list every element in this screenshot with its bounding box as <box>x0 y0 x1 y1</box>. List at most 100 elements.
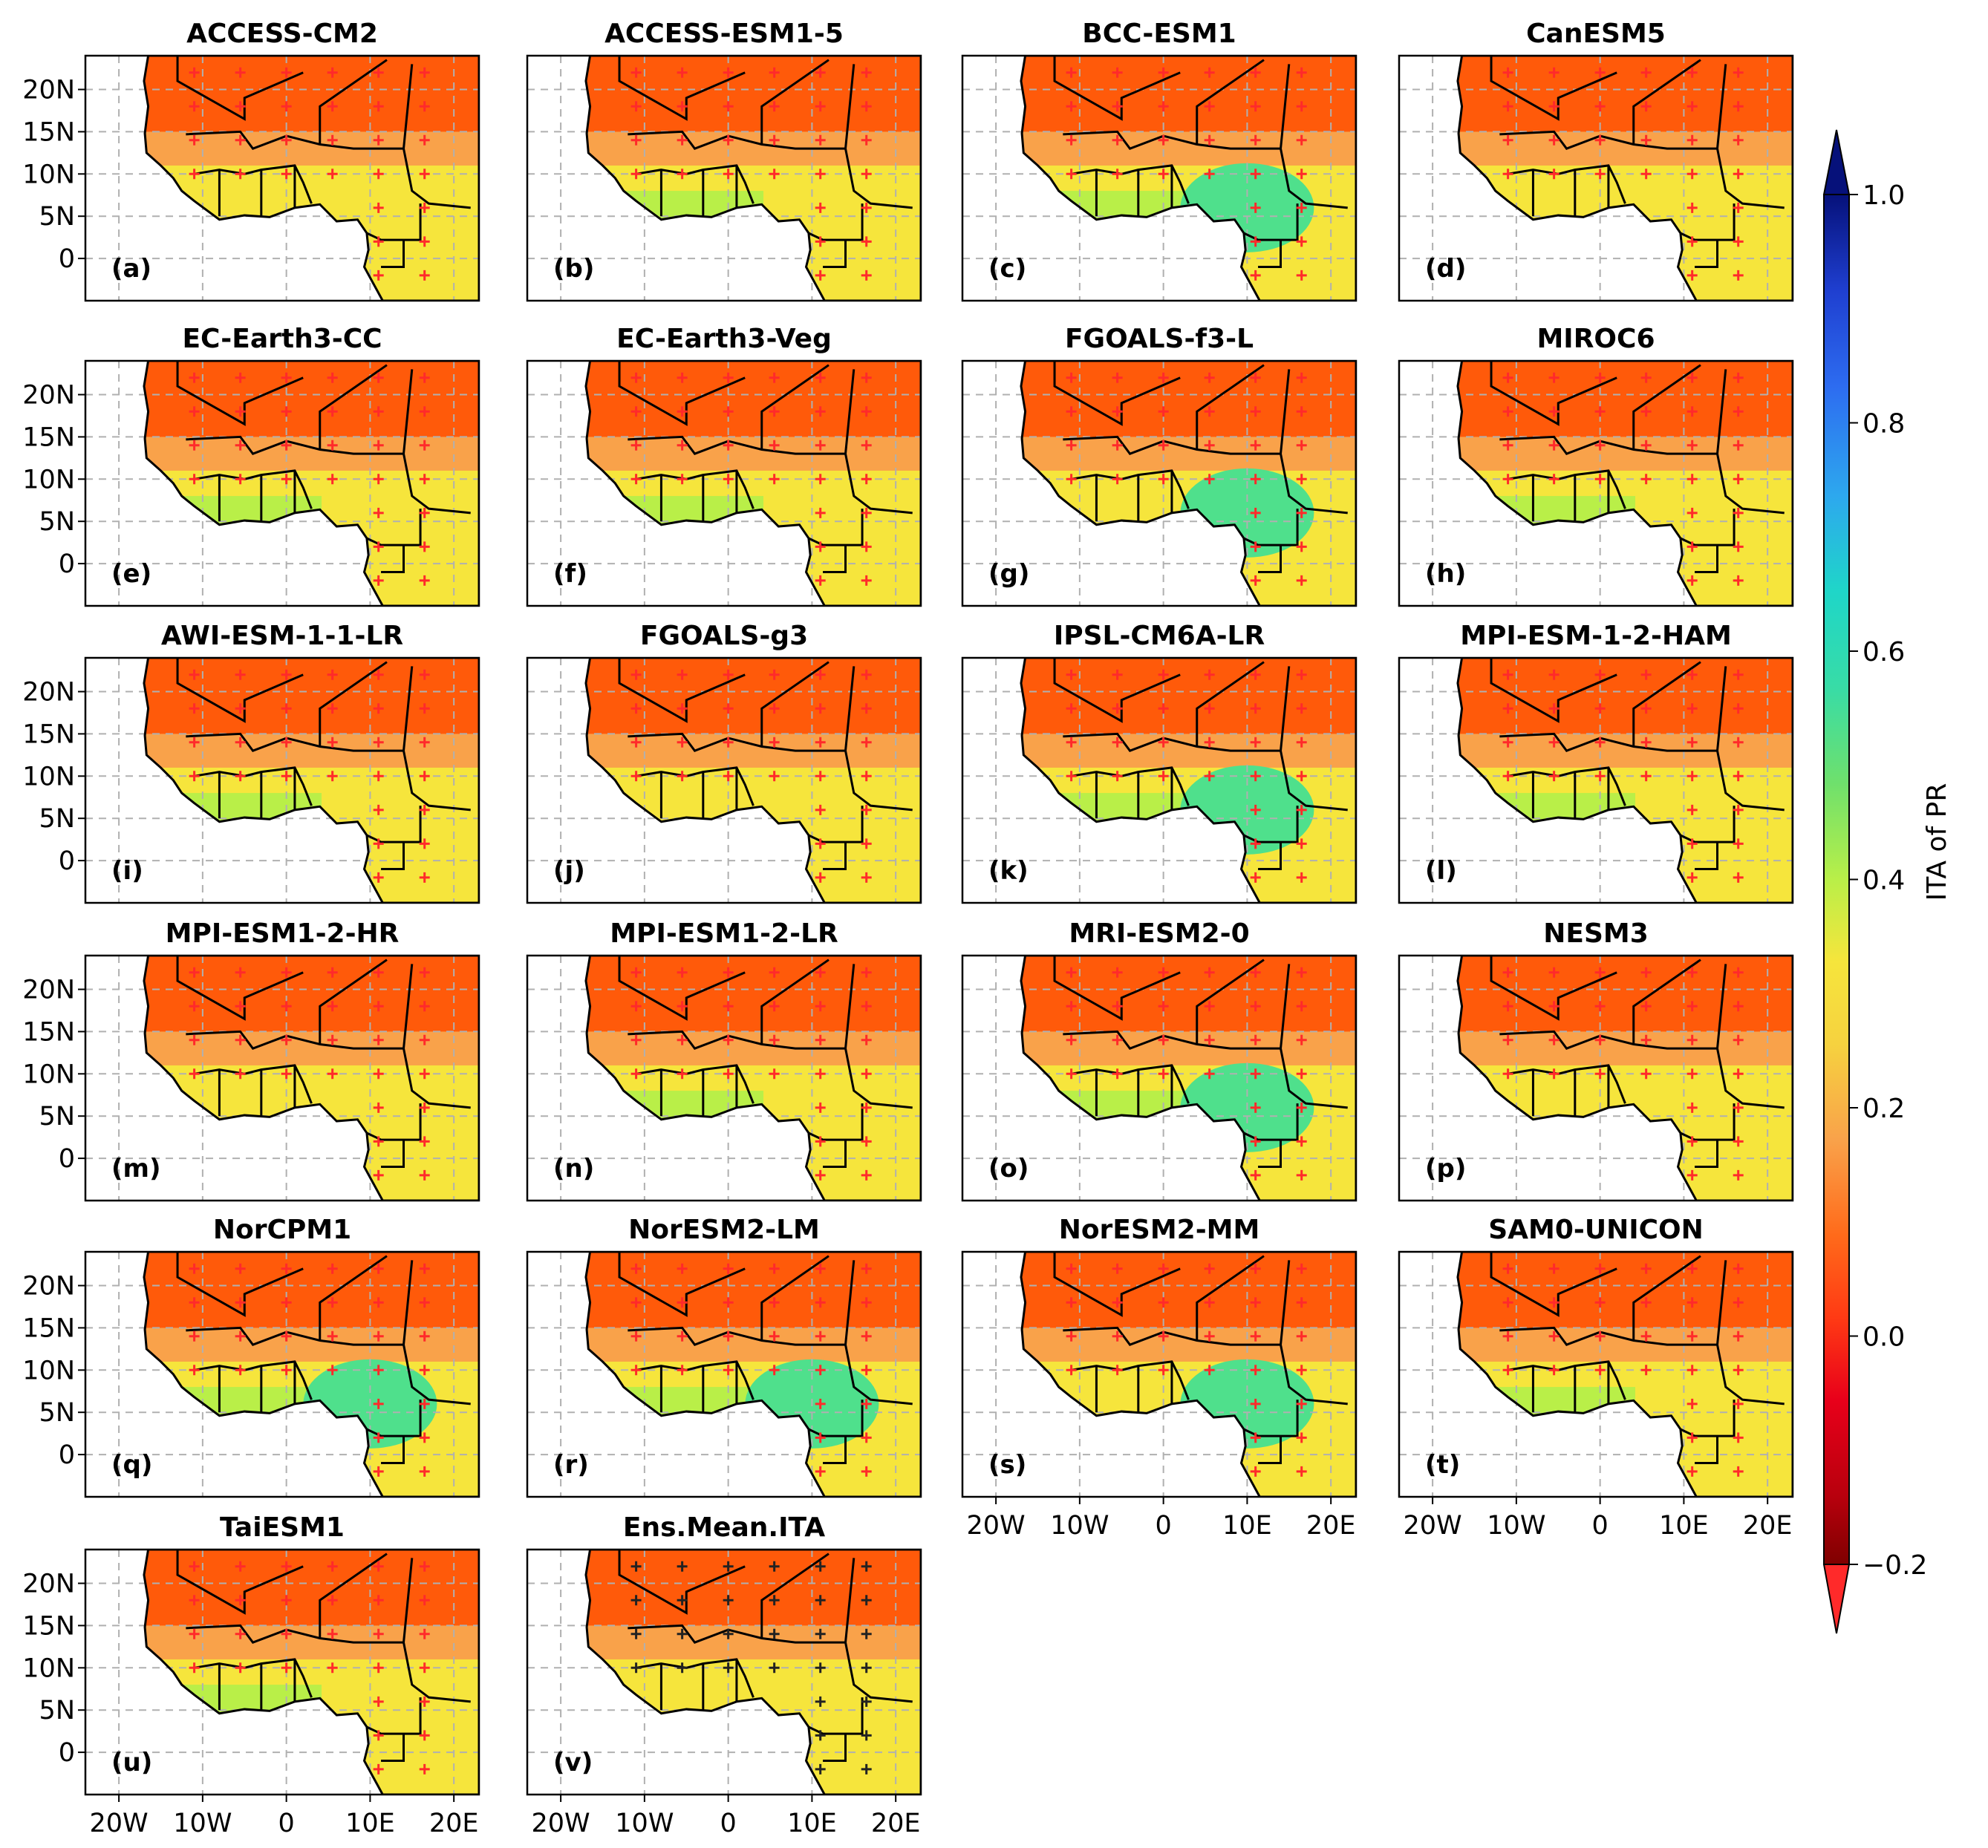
significance-marker <box>1594 1263 1606 1274</box>
significance-marker <box>1640 134 1652 146</box>
significance-marker <box>1640 669 1652 680</box>
panel-label: (k) <box>988 856 1029 886</box>
country-border <box>1053 1252 1181 1317</box>
significance-marker <box>1733 372 1744 383</box>
significance-marker <box>1686 372 1698 383</box>
significance-marker <box>1502 67 1513 78</box>
significance-marker <box>419 67 430 78</box>
significance-marker <box>1066 406 1077 417</box>
significance-marker <box>281 1263 292 1274</box>
significance-marker <box>281 406 292 417</box>
significance-marker <box>861 1331 872 1342</box>
country-border <box>1053 658 1181 723</box>
significance-marker <box>419 872 430 883</box>
lat-tick-label: 5N <box>39 507 75 537</box>
significance-marker <box>1296 270 1307 281</box>
significance-marker <box>677 440 688 451</box>
colorbar-gradient <box>1823 194 1850 1565</box>
country-border <box>1053 361 1181 426</box>
significance-marker <box>281 1561 292 1572</box>
significance-marker <box>769 1263 780 1274</box>
significance-marker <box>815 804 826 815</box>
significance-marker <box>235 1297 246 1308</box>
map-panel: EC-Earth3-CC (e) 20N 15N 10N 5N 0 <box>22 324 480 607</box>
country-border <box>319 59 388 145</box>
country-border <box>618 1252 746 1317</box>
significance-marker <box>1250 1297 1261 1308</box>
panel-title: TaiESM1 <box>220 1512 345 1543</box>
lat-tick-label: 20N <box>22 1272 75 1302</box>
panel-title: FGOALS-g3 <box>640 621 808 651</box>
country-border <box>1632 959 1701 1045</box>
significance-marker <box>1250 372 1261 383</box>
significance-marker <box>861 1034 872 1045</box>
country-border <box>1680 806 1736 843</box>
significance-marker <box>723 1297 734 1308</box>
country-border <box>1280 1344 1348 1405</box>
significance-marker <box>1548 67 1560 78</box>
significance-marker <box>1733 1297 1744 1308</box>
significance-marker <box>281 1001 292 1012</box>
significance-marker <box>327 669 338 680</box>
significance-marker <box>189 669 200 680</box>
significance-marker <box>235 1001 246 1012</box>
significance-marker <box>630 967 642 978</box>
significance-marker <box>815 236 826 247</box>
significance-marker <box>281 967 292 978</box>
country-border <box>176 56 304 121</box>
significance-marker <box>327 737 338 748</box>
significance-marker <box>861 1662 872 1674</box>
country-border <box>844 64 856 149</box>
significance-marker <box>1112 1297 1123 1308</box>
significance-marker <box>1158 669 1169 680</box>
significance-marker <box>1640 967 1652 978</box>
significance-marker <box>1066 134 1077 146</box>
country-border <box>823 1734 847 1762</box>
significance-marker <box>1204 101 1215 112</box>
country-border <box>366 509 422 546</box>
significance-marker <box>1250 703 1261 714</box>
significance-marker <box>1158 1331 1169 1342</box>
map-panel: MPI-ESM1-2-HR (m) 20N 15N 10N 5N 0 <box>22 918 480 1202</box>
significance-marker <box>1686 737 1698 748</box>
map-panel: AWI-ESM-1-1-LR (i) 20N 15N 10N 5N 0 <box>22 621 480 904</box>
country-border <box>844 1260 856 1345</box>
significance-marker <box>189 1365 200 1376</box>
significance-marker <box>1158 737 1169 748</box>
significance-marker <box>373 967 384 978</box>
colorbar-min-extension <box>1822 1564 1851 1634</box>
coastline <box>143 956 479 1201</box>
significance-marker <box>189 134 200 146</box>
significance-marker <box>861 838 872 849</box>
significance-marker <box>189 703 200 714</box>
significance-marker <box>1733 134 1744 146</box>
lon-tick-label: 10E <box>1222 1511 1272 1541</box>
country-border <box>618 956 746 1021</box>
significance-marker <box>815 1263 826 1274</box>
lat-tick-label: 0 <box>59 1738 75 1768</box>
significance-marker <box>677 1263 688 1274</box>
lat-tick-label: 20N <box>22 76 75 105</box>
significance-marker <box>815 1034 826 1045</box>
country-border <box>1716 1344 1785 1405</box>
significance-marker <box>815 1102 826 1113</box>
significance-marker <box>769 1365 780 1376</box>
significance-marker <box>281 1595 292 1606</box>
significance-marker <box>373 872 384 883</box>
lat-tick-label: 5N <box>39 1398 75 1428</box>
significance-marker <box>723 1628 734 1639</box>
country-border <box>176 1550 304 1615</box>
significance-marker <box>373 1696 384 1707</box>
panel-frame <box>526 359 922 607</box>
country-border <box>1196 661 1265 747</box>
significance-marker <box>419 1763 430 1774</box>
significance-marker <box>861 1136 872 1147</box>
significance-marker <box>815 1696 826 1707</box>
significance-marker <box>1204 1365 1215 1376</box>
country-border <box>1632 59 1701 145</box>
significance-marker <box>815 507 826 518</box>
significance-marker <box>861 474 872 485</box>
significance-marker <box>1066 1068 1077 1080</box>
significance-marker <box>235 1662 246 1674</box>
country-border <box>1680 509 1736 546</box>
